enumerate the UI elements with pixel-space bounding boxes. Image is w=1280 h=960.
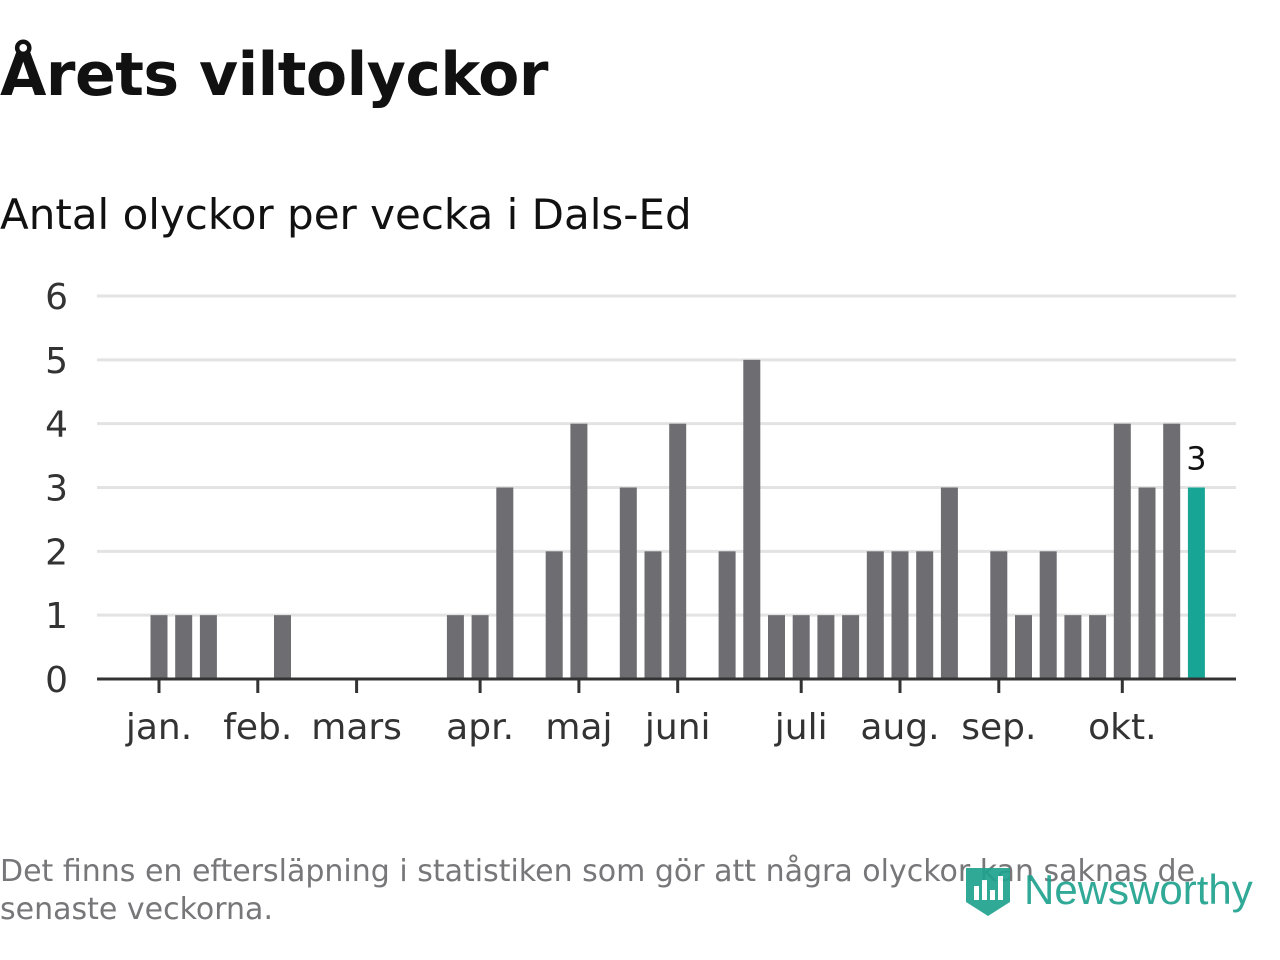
bar xyxy=(718,551,736,679)
x-tick-label: jan. xyxy=(125,707,192,748)
chart-title: Årets viltolyckor xyxy=(0,40,549,110)
y-tick-label-2: 2 xyxy=(45,532,68,573)
y-tick-label-6: 6 xyxy=(45,277,68,318)
bar xyxy=(768,615,785,679)
x-tick-label: sep. xyxy=(961,707,1036,748)
bar xyxy=(1138,487,1156,679)
x-tick-label: mars xyxy=(311,707,402,748)
bar xyxy=(1113,423,1131,679)
bar-value-label: 3 xyxy=(1186,440,1206,478)
bar xyxy=(274,615,291,679)
bar-highlight xyxy=(1187,487,1205,679)
bar xyxy=(644,551,662,679)
bar xyxy=(150,615,168,679)
y-tick-label-4: 4 xyxy=(45,405,68,446)
bar xyxy=(471,615,489,679)
bar xyxy=(1089,615,1107,679)
y-tick-label-1: 1 xyxy=(45,596,68,637)
bar-chart-badge-icon xyxy=(966,868,1010,916)
bar xyxy=(842,615,860,679)
y-tick-label-0: 0 xyxy=(45,660,68,701)
x-tick-label: maj xyxy=(545,707,612,748)
bar xyxy=(1015,615,1032,679)
bar xyxy=(570,423,588,679)
bar xyxy=(175,615,193,679)
bar xyxy=(199,615,217,679)
y-tick-label-5: 5 xyxy=(45,341,68,382)
brand-name: Newsworthy xyxy=(1024,866,1253,913)
brand-logo: Newsworthy xyxy=(962,862,1253,918)
x-tick-label: juni xyxy=(644,707,711,748)
y-tick-label-3: 3 xyxy=(45,469,68,510)
bar xyxy=(619,487,637,679)
bar xyxy=(1064,615,1082,679)
bar xyxy=(940,487,958,679)
bar xyxy=(891,551,909,679)
bar xyxy=(446,615,464,679)
bar xyxy=(496,487,514,679)
chart-subtitle: Antal olyckor per vecka i Dals-Ed xyxy=(0,190,692,239)
x-tick-label: apr. xyxy=(446,707,514,748)
bar xyxy=(866,551,884,679)
x-tick-label: feb. xyxy=(223,707,292,748)
bar-chart: 0 1 2 3 4 5 6 3 jan. feb. mars apr. maj juni juli aug. s… xyxy=(45,277,1236,748)
bar xyxy=(990,551,1008,679)
x-tick-label: aug. xyxy=(860,707,939,748)
bar xyxy=(916,551,934,679)
bar xyxy=(792,615,810,679)
bar xyxy=(1039,551,1057,679)
bar xyxy=(1163,423,1181,679)
bar xyxy=(743,359,761,679)
bar xyxy=(669,423,687,679)
x-tick-label: okt. xyxy=(1088,707,1156,748)
bar xyxy=(545,551,563,679)
bar xyxy=(817,615,835,679)
x-tick-label: juli xyxy=(774,707,828,748)
